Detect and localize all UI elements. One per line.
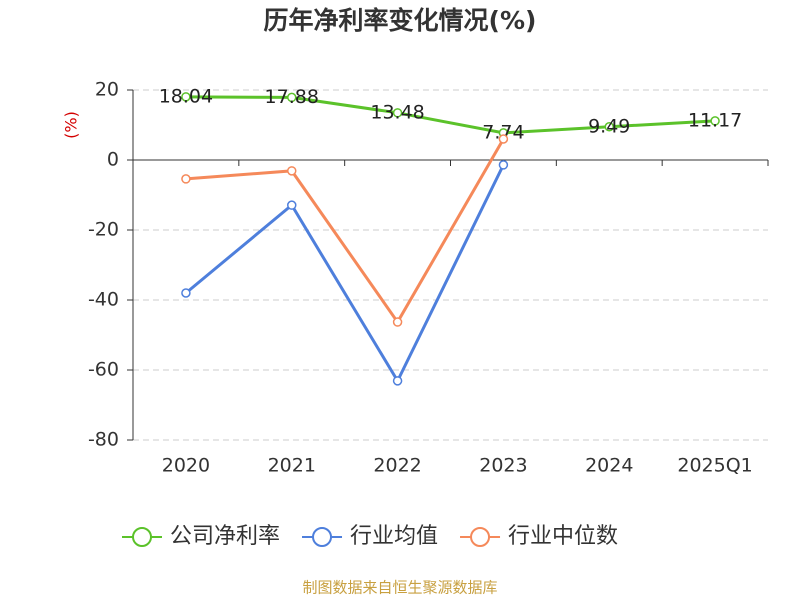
x-tick-label: 2021: [268, 455, 316, 477]
y-axis-label: (%): [62, 111, 81, 139]
legend-label: 公司净利率: [170, 524, 280, 549]
source-note: 制图数据来自恒生聚源数据库: [302, 579, 497, 597]
data-label: 17.88: [265, 86, 319, 108]
data-point: [181, 92, 191, 102]
data-point: [498, 160, 509, 170]
data-label: 9.49: [588, 115, 630, 137]
data-point: [710, 116, 720, 126]
y-tick-label: 0: [107, 149, 119, 171]
series-line: [185, 138, 505, 325]
data-label: 13.48: [370, 101, 424, 123]
y-tick-label: 20: [95, 79, 119, 101]
data-point: [181, 174, 191, 184]
series-line: [185, 95, 716, 135]
data-point: [392, 317, 403, 327]
chart-title: 历年净利率变化情况(%): [264, 6, 537, 35]
x-tick-label: 2023: [479, 455, 527, 477]
y-tick-label: -80: [88, 429, 119, 451]
y-tick-label: -60: [88, 359, 119, 381]
data-label: 11.17: [688, 109, 742, 131]
data-point: [181, 288, 191, 298]
data-label: 7.74: [482, 121, 524, 143]
data-point: [604, 122, 614, 132]
data-point: [287, 200, 297, 210]
data-point: [498, 134, 509, 144]
legend-marker: [312, 527, 333, 547]
y-tick-label: -40: [88, 289, 119, 311]
x-tick-label: 2020: [162, 455, 210, 477]
data-point: [287, 92, 297, 103]
legend-label: 行业中位数: [508, 524, 618, 549]
data-point: [287, 166, 297, 176]
data-label: 18.04: [159, 85, 213, 107]
series-line: [184, 164, 505, 384]
x-tick-label: 2022: [373, 455, 421, 477]
legend-marker: [132, 527, 152, 547]
data-point: [392, 108, 403, 118]
data-point: [392, 376, 403, 386]
x-tick-label: 2024: [585, 455, 633, 477]
x-tick-label: 2025Q1: [677, 455, 752, 477]
y-tick-label: -20: [88, 219, 119, 241]
legend-label: 行业均值: [350, 524, 438, 549]
legend-marker: [470, 527, 491, 547]
